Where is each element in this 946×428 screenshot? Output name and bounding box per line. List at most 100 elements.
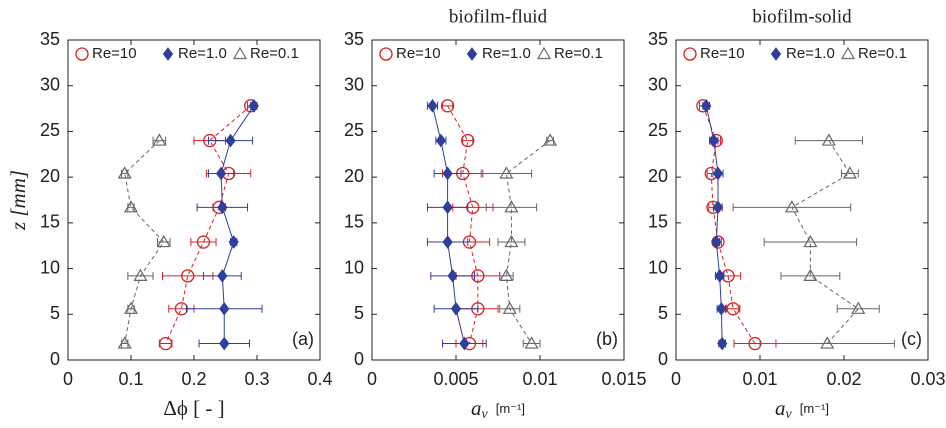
x-axis-label: Δϕ [ - ] [163,396,224,420]
error-bar [480,169,533,178]
y-tick-label: 5 [50,303,60,323]
marker [427,98,438,113]
y-tick-label: 25 [344,120,364,140]
x-axis-unit: [m⁻¹] [496,401,525,416]
panel: 0 0.005 0.01 0.015 0 5 10 15 20 25 30 35 biofilm-flu… [344,6,647,422]
x-tick-label: 0.01 [742,369,777,389]
y-tick-label: 20 [344,166,364,186]
marker [442,235,453,249]
x-axis-subscript: v [482,407,489,422]
marker [447,269,458,283]
legend-label: Re=1.0 [178,45,227,62]
error-bar [732,203,852,212]
marker [232,46,248,60]
y-tick-label: 0 [658,349,668,369]
y-tick-label: 10 [40,257,60,277]
legend-entry: Re=10 [379,45,441,62]
marker [842,166,857,179]
panel-title: biofilm-fluid [449,6,548,27]
error-bar [499,271,514,280]
marker [504,200,519,213]
legend-entry: Re=1.0 [162,45,227,62]
error-bar [759,339,895,348]
marker [217,269,228,283]
x-tick-label: 0.02 [826,369,861,389]
marker [504,234,519,248]
marker [156,234,171,248]
legend-label: Re=0.1 [554,45,603,62]
marker [466,47,478,61]
y-tick-label: 0 [354,349,364,369]
y-tick-label: 5 [354,303,364,323]
error-bar [780,271,841,280]
legend-label: Re=0.1 [250,45,299,62]
y-tick-label: 15 [344,212,364,232]
marker [75,47,89,61]
marker [543,133,558,146]
marker [536,46,552,60]
marker [219,301,230,316]
marker [225,133,236,148]
marker [117,336,132,349]
x-tick-label: 0 [367,369,377,389]
marker [803,268,818,281]
x-tick-label: 0.03 [910,369,945,389]
marker [219,336,230,351]
x-tick-label: 0.01 [522,369,557,389]
y-tick-label: 5 [658,303,668,323]
y-tick-label: 30 [344,74,364,94]
panel-title: biofilm-solid [752,6,852,27]
marker [215,166,227,181]
marker [123,200,139,213]
legend-label: Re=10 [700,45,745,62]
marker [499,166,514,179]
y-tick-label: 20 [40,166,60,186]
error-bar [763,238,858,247]
marker [248,98,259,113]
marker [708,133,719,148]
marker [440,99,455,113]
marker [158,336,173,351]
error-bar [485,203,538,212]
legend-label: Re=0.1 [858,45,907,62]
marker [196,235,211,249]
x-tick-label: 0 [671,369,681,389]
marker [851,301,866,314]
error-bar [152,136,167,145]
x-axis-label: av [m⁻¹] [775,396,829,422]
marker [712,166,724,181]
x-axis-symbol: a [775,396,786,420]
marker [840,46,856,60]
marker [379,47,393,61]
x-axis-label: av [m⁻¹] [471,396,525,422]
marker [459,336,470,351]
y-tick-label: 25 [40,120,60,140]
marker [820,336,835,349]
marker [716,301,727,316]
marker [717,336,728,351]
legend-label: Re=10 [396,45,441,62]
legend-entry: Re=0.1 [840,45,907,62]
marker [499,268,514,281]
legend-entry: Re=10 [75,45,137,62]
x-tick-label: 0.005 [433,369,478,389]
panel: 0 0.1 0.2 0.3 0.4 0 5 10 15 20 25 30 35 z [mm] Δϕ [ - … [6,29,333,420]
marker [714,269,725,283]
error-bar [497,238,526,247]
y-tick-label: 35 [344,29,364,49]
panel-annotation: (b) [596,329,618,349]
marker [803,234,818,248]
marker [726,302,740,316]
panel-annotation: (a) [292,329,314,349]
marker [461,133,475,148]
marker [117,166,132,179]
plot-frame [675,39,929,361]
error-bar [499,304,521,313]
marker [712,200,724,215]
x-tick-label: 0.015 [601,369,646,389]
y-tick-label: 20 [648,166,668,186]
x-tick-label: 0.1 [118,369,143,389]
marker [181,269,195,283]
legend-entry: Re=10 [683,45,745,62]
